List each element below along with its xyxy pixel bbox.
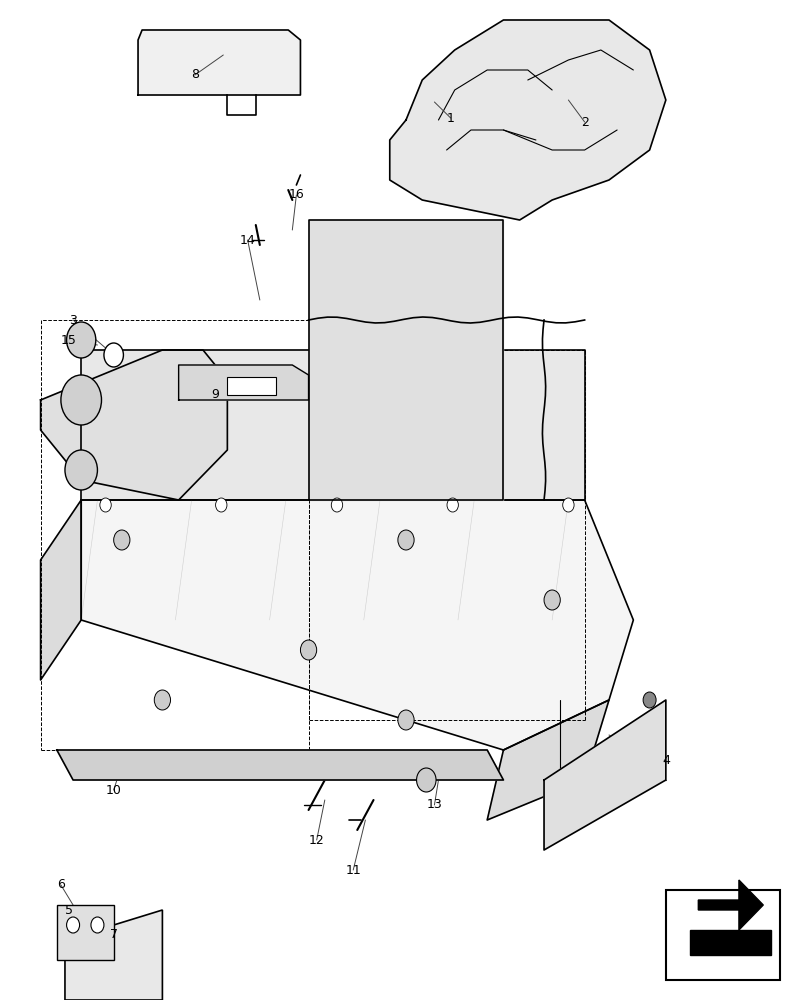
- Circle shape: [331, 498, 342, 512]
- Circle shape: [446, 498, 457, 512]
- Circle shape: [642, 692, 655, 708]
- Circle shape: [91, 917, 104, 933]
- Text: 10: 10: [105, 784, 122, 796]
- Circle shape: [543, 590, 560, 610]
- Text: 8: 8: [191, 68, 199, 82]
- Bar: [665, 890, 779, 980]
- Circle shape: [397, 530, 414, 550]
- Polygon shape: [178, 365, 308, 400]
- Bar: [227, 377, 276, 395]
- Text: 13: 13: [426, 798, 442, 812]
- Circle shape: [65, 450, 97, 490]
- Circle shape: [562, 498, 573, 512]
- Circle shape: [114, 530, 130, 550]
- Polygon shape: [138, 30, 300, 95]
- Text: 15: 15: [61, 334, 77, 347]
- Polygon shape: [543, 700, 665, 850]
- Circle shape: [416, 768, 436, 792]
- Circle shape: [215, 498, 226, 512]
- Text: 4: 4: [661, 754, 669, 766]
- Text: 1: 1: [446, 111, 454, 124]
- Circle shape: [100, 498, 111, 512]
- Text: 16: 16: [288, 188, 304, 202]
- Polygon shape: [389, 20, 665, 220]
- Text: 14: 14: [239, 233, 255, 246]
- Polygon shape: [41, 350, 227, 500]
- Circle shape: [154, 690, 170, 710]
- Circle shape: [61, 375, 101, 425]
- Text: 2: 2: [580, 115, 588, 128]
- Text: 5: 5: [65, 904, 73, 916]
- Polygon shape: [41, 500, 81, 680]
- Circle shape: [397, 710, 414, 730]
- Text: 7: 7: [109, 928, 118, 942]
- Text: 3: 3: [69, 314, 77, 326]
- Circle shape: [67, 322, 96, 358]
- Polygon shape: [57, 750, 503, 780]
- Polygon shape: [487, 700, 608, 820]
- Polygon shape: [81, 350, 584, 500]
- Text: 6: 6: [57, 879, 65, 892]
- Circle shape: [300, 640, 316, 660]
- Text: 9: 9: [211, 388, 219, 401]
- Polygon shape: [308, 220, 503, 500]
- Polygon shape: [689, 930, 770, 955]
- Circle shape: [104, 343, 123, 367]
- Polygon shape: [65, 910, 162, 1000]
- Polygon shape: [81, 500, 633, 750]
- Text: 12: 12: [308, 834, 324, 846]
- Circle shape: [67, 917, 79, 933]
- Polygon shape: [57, 905, 114, 960]
- Polygon shape: [697, 880, 762, 930]
- Text: 11: 11: [345, 863, 361, 876]
